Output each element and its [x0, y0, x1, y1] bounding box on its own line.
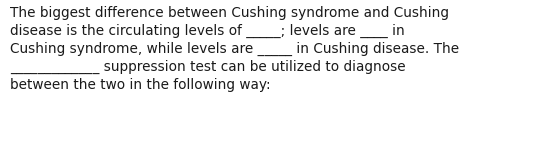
- Text: The biggest difference between Cushing syndrome and Cushing
disease is the circu: The biggest difference between Cushing s…: [10, 6, 459, 92]
